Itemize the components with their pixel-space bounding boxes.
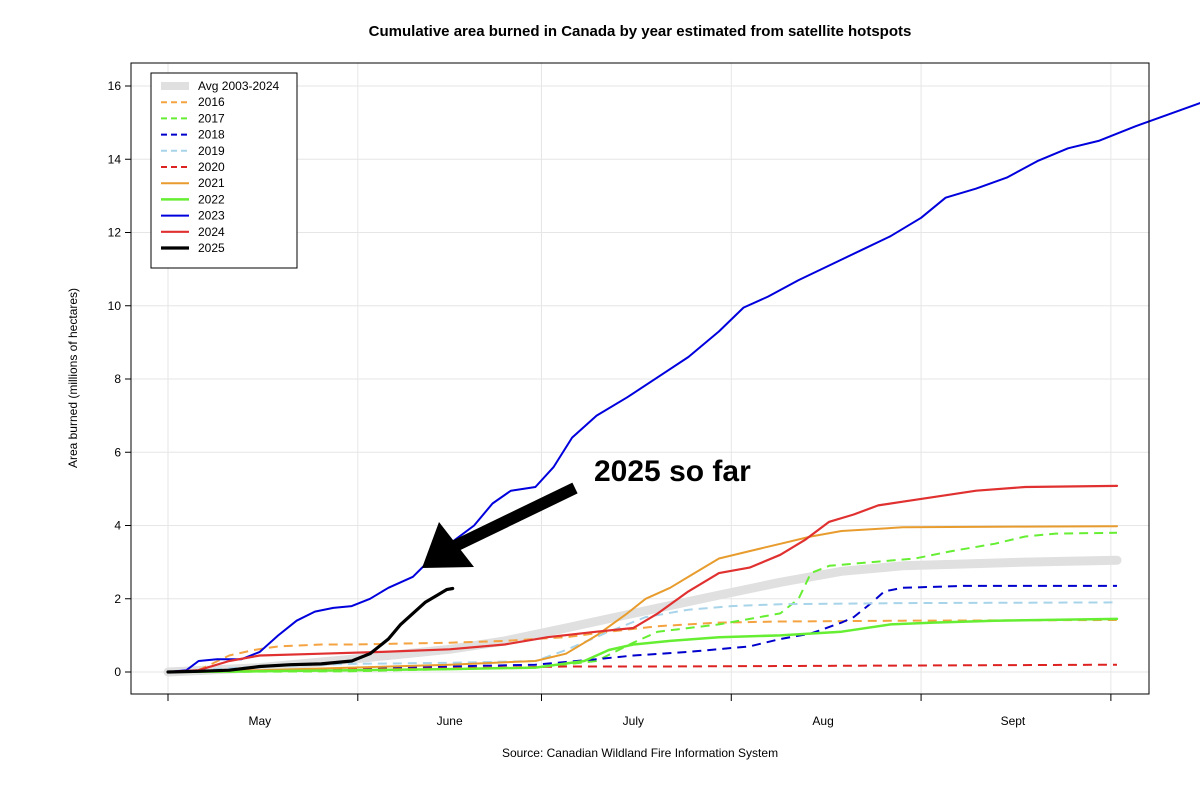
legend-label: 2022 — [198, 192, 225, 206]
legend-label: 2023 — [198, 209, 225, 223]
chart-title: Cumulative area burned in Canada by year… — [369, 23, 912, 40]
axes: 0 2 4 6 8 10 12 14 16 May June July Aug Sept — [108, 79, 1112, 728]
annotation-arrow-shaft — [452, 482, 578, 552]
legend: Avg 2003-2024 2016 2017 2018 2019 2020 2021 202… — [150, 72, 298, 269]
y-tick-label: 12 — [108, 226, 122, 240]
y-tick-label: 16 — [108, 79, 122, 93]
y-tick-label: 14 — [108, 152, 122, 166]
legend-label: 2021 — [198, 176, 225, 190]
series-line-2021 — [167, 525, 1118, 673]
legend-label: 2018 — [198, 128, 225, 142]
x-tick-label: July — [623, 714, 644, 728]
legend-label: 2025 — [198, 241, 225, 255]
x-tick-label: Aug — [812, 714, 833, 728]
series-line-2019 — [167, 601, 1118, 673]
legend-label: 2019 — [198, 144, 225, 158]
y-tick-label: 2 — [114, 592, 121, 606]
series-line-2025 — [166, 586, 455, 674]
y-tick-label: 10 — [108, 299, 122, 313]
x-tick-label: Sept — [1001, 714, 1026, 728]
y-tick-label: 4 — [114, 519, 121, 533]
legend-label: 2017 — [198, 111, 225, 125]
series-line-2023 — [167, 101, 1200, 673]
legend-label: 2016 — [198, 95, 225, 109]
legend-label: 2024 — [198, 225, 225, 239]
series-line-avg-2003-2024 — [163, 555, 1122, 677]
annotation: 2025 so far — [422, 455, 751, 568]
series-lines — [163, 101, 1200, 677]
series-line-2018 — [167, 584, 1117, 673]
series-line-2024 — [166, 484, 1119, 674]
series-line-2022 — [166, 617, 1119, 674]
y-tick-label: 8 — [114, 372, 121, 386]
y-tick-label: 0 — [114, 665, 121, 679]
x-tick-label: June — [437, 714, 463, 728]
x-tick-label: May — [249, 714, 272, 728]
legend-label: Avg 2003-2024 — [198, 79, 280, 93]
source-note: Source: Canadian Wildland Fire Informati… — [502, 746, 778, 760]
annotation-label: 2025 so far — [594, 455, 751, 488]
legend-box — [150, 72, 298, 269]
series-line-2016 — [167, 619, 1118, 673]
annotation-arrow-head — [422, 522, 474, 568]
y-tick-label: 6 — [114, 445, 121, 459]
y-axis-label: Area burned (millions of hectares) — [66, 288, 80, 468]
legend-label: 2020 — [198, 160, 225, 174]
